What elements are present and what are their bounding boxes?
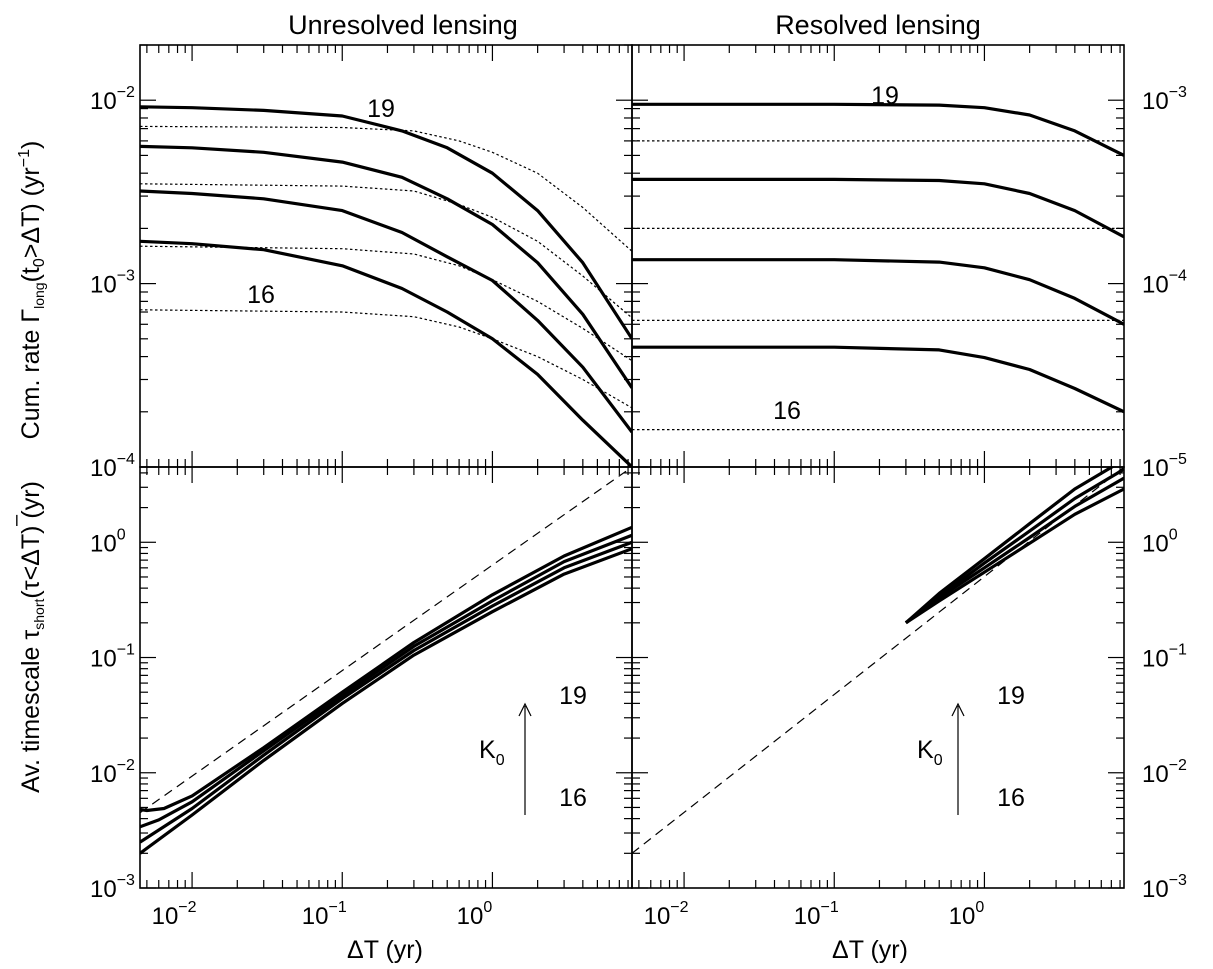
y-tick-label: 10−3	[90, 268, 135, 299]
panel-bottom-left: 10−3 10−2 10−1 100 10−2 10−1 100	[90, 466, 633, 930]
y-tick-label: 10−2	[90, 84, 135, 115]
series-line-solid	[632, 345, 1124, 414]
title-left: Unresolved lensing	[288, 10, 518, 40]
series-line-dotted	[140, 183, 632, 319]
y-tick-label: 10−3	[1142, 872, 1187, 903]
top-y-axis-label: Cum. rate Γlong(t0>ΔT) (yr−1)	[16, 141, 48, 440]
y-tick-label: 100	[90, 526, 126, 557]
x-tick-label: 100	[949, 899, 985, 930]
series-line-solid	[905, 487, 1124, 625]
tick-marks	[140, 467, 632, 889]
series-line-solid	[904, 476, 1124, 625]
bottom-right-label-16: 16	[997, 784, 1025, 812]
x-tick-label: 10−2	[644, 899, 689, 930]
bottom-right-k0-label: K0	[917, 736, 943, 769]
tick-marks	[140, 44, 632, 468]
y-tick-label: 10−4	[90, 451, 135, 482]
bottom-left-label-16: 16	[559, 784, 587, 812]
top-left-label-16: 16	[247, 281, 275, 309]
x-tick-label: 10−1	[302, 899, 347, 930]
panel-frame	[631, 466, 1125, 889]
y-tick-label: 10−2	[90, 757, 135, 788]
series-line-solid	[140, 105, 632, 340]
series-line-solid	[140, 547, 632, 855]
series-line-solid	[140, 533, 632, 829]
x-tick-label: 100	[457, 899, 493, 930]
series-line-solid	[904, 467, 1116, 624]
y-tick-label: 100	[1142, 526, 1178, 557]
series-line-solid	[632, 258, 1124, 326]
top-right-label-16: 16	[773, 397, 801, 425]
bottom-left-k0-arrow	[518, 702, 532, 815]
series-line-solid	[632, 177, 1124, 239]
series-line-solid	[140, 239, 632, 467]
top-right-label-19: 19	[871, 82, 899, 110]
tick-marks	[632, 467, 1124, 889]
bottom-right-k0-arrow	[951, 702, 965, 815]
series-line-solid	[140, 144, 632, 389]
panel-top-left: 10−4 10−3 10−2	[90, 44, 633, 482]
series-line-dashed	[140, 467, 632, 814]
y-tick-label: 10−5	[1142, 451, 1187, 482]
bottom-right-label-19: 19	[997, 682, 1025, 710]
series-line-dashed	[632, 467, 1124, 854]
y-tick-label: 10−1	[90, 642, 135, 673]
panel-top-right: 10−5 10−4 10−3	[631, 44, 1187, 482]
y-tick-label: 10−3	[90, 872, 135, 903]
x-tick-label: 10−2	[152, 899, 197, 930]
tau-bar-mark: –	[5, 514, 27, 526]
x-axis-label-right: ΔT (yr)	[832, 936, 908, 964]
x-tick-label: 10−1	[794, 899, 839, 930]
title-right: Resolved lensing	[775, 10, 981, 40]
series-line-solid	[632, 102, 1124, 157]
bottom-left-k0-label: K0	[479, 736, 505, 769]
y-tick-label: 10−2	[1142, 757, 1187, 788]
series-line-dotted	[140, 245, 632, 362]
y-tick-label: 10−3	[1142, 84, 1187, 115]
series-line-solid	[140, 189, 632, 434]
series-line-solid	[140, 525, 632, 813]
panel-frame	[139, 466, 633, 889]
series-line-solid	[140, 540, 632, 844]
x-axis-label-left: ΔT (yr)	[347, 936, 423, 964]
panel-bottom-right: 10−3 10−2 10−1 100 10−2 10−1 100	[631, 466, 1187, 930]
series-line-dotted	[140, 309, 632, 409]
y-tick-label: 10−4	[1142, 268, 1187, 299]
y-tick-label: 10−1	[1142, 642, 1187, 673]
bottom-y-axis-label: Av. timescale τshort(τ<ΔT) (yr)	[17, 481, 47, 793]
bottom-left-label-19: 19	[559, 682, 587, 710]
top-left-label-19: 19	[367, 95, 395, 123]
